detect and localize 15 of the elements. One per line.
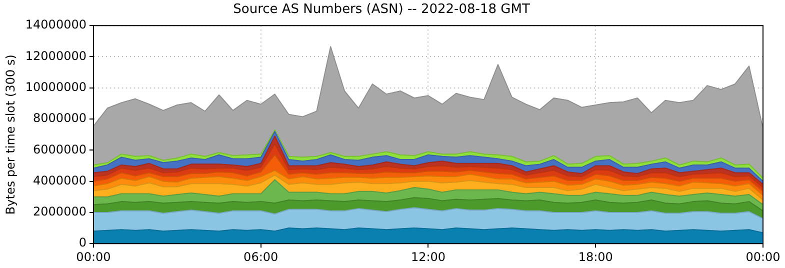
y-tick-label: 12000000 [25,48,86,63]
y-axis-title: Bytes per time slot (300 s) [3,54,18,215]
y-tick-label: 10000000 [25,80,86,94]
y-tick-label: 8000000 [33,111,86,126]
x-tick-label: 12:00 [410,250,446,264]
y-tick-label: 2000000 [33,204,86,219]
x-tick-label: 00:00 [746,250,780,264]
x-tick-label: 00:00 [76,250,111,264]
y-tick-label: 4000000 [33,173,86,188]
y-tick-label: 14000000 [25,18,86,32]
x-tick-label: 18:00 [578,250,613,264]
chart-title: Source AS Numbers (ASN) -- 2022-08-18 GMT [233,2,530,18]
y-tick-label: 6000000 [33,142,86,156]
x-tick-label: 06:00 [244,250,278,264]
y-tick-label: 0 [78,236,86,250]
